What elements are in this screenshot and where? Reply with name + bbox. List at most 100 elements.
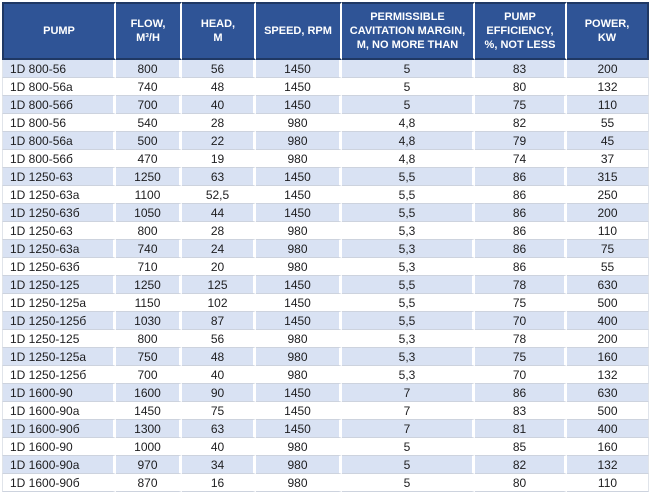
cell-efficiency: 70: [475, 312, 567, 330]
cell-flow: 800: [116, 60, 182, 78]
cell-cavitation: 5: [342, 438, 475, 456]
cell-flow: 1100: [116, 186, 182, 204]
cell-cavitation: 5,5: [342, 294, 475, 312]
cell-speed: 1450: [256, 420, 342, 438]
cell-efficiency: 86: [475, 222, 567, 240]
cell-power: 110: [567, 96, 649, 114]
cell-speed: 1450: [256, 402, 342, 420]
cell-efficiency: 75: [475, 294, 567, 312]
cell-efficiency: 74: [475, 150, 567, 168]
table-header: PUMP FLOW, M³/H HEAD, M SPEED, RPM PERMISSIB…: [2, 2, 649, 60]
cell-head: 20: [182, 258, 256, 276]
cell-head: 87: [182, 312, 256, 330]
table-row: 1D 1600-90a 1450 75 1450 7 83 500: [2, 402, 649, 420]
cell-pump: 1D 1600-90б: [2, 420, 116, 438]
cell-efficiency: 83: [475, 60, 567, 78]
cell-power: 500: [567, 402, 649, 420]
cell-head: 40: [182, 438, 256, 456]
cell-cavitation: 5,3: [342, 330, 475, 348]
cell-flow: 1250: [116, 276, 182, 294]
cell-speed: 980: [256, 114, 342, 132]
cell-flow: 1050: [116, 204, 182, 222]
table-row: 1D 1600-90 1600 90 1450 7 86 630: [2, 384, 649, 402]
cell-pump: 1D 800-56б: [2, 96, 116, 114]
cell-pump: 1D 1600-90a: [2, 402, 116, 420]
cell-power: 160: [567, 438, 649, 456]
cell-cavitation: 5: [342, 96, 475, 114]
table-row: 1D 800-56б 470 19 980 4,8 74 37: [2, 150, 649, 168]
cell-efficiency: 82: [475, 114, 567, 132]
cell-speed: 980: [256, 222, 342, 240]
cell-power: 630: [567, 384, 649, 402]
cell-power: 110: [567, 222, 649, 240]
cell-pump: 1D 1600-90a: [2, 456, 116, 474]
table-row: 1D 800-56a 740 48 1450 5 80 132: [2, 78, 649, 96]
cell-flow: 1150: [116, 294, 182, 312]
cell-cavitation: 5,3: [342, 222, 475, 240]
cell-power: 55: [567, 114, 649, 132]
cell-flow: 700: [116, 366, 182, 384]
cell-power: 400: [567, 420, 649, 438]
cell-efficiency: 80: [475, 78, 567, 96]
cell-power: 200: [567, 330, 649, 348]
cell-pump: 1D 1250-63б: [2, 204, 116, 222]
cell-head: 40: [182, 96, 256, 114]
cell-speed: 1450: [256, 78, 342, 96]
table-row: 1D 1250-125a 1150 102 1450 5,5 75 500: [2, 294, 649, 312]
cell-flow: 970: [116, 456, 182, 474]
cell-efficiency: 70: [475, 366, 567, 384]
cell-speed: 980: [256, 456, 342, 474]
table-row: 1D 1250-63 1250 63 1450 5,5 86 315: [2, 168, 649, 186]
cell-flow: 750: [116, 348, 182, 366]
cell-cavitation: 5: [342, 474, 475, 492]
cell-flow: 540: [116, 114, 182, 132]
cell-power: 132: [567, 456, 649, 474]
cell-flow: 1250: [116, 168, 182, 186]
cell-efficiency: 86: [475, 240, 567, 258]
cell-speed: 1450: [256, 186, 342, 204]
table-row: 1D 1250-63a 740 24 980 5,3 86 75: [2, 240, 649, 258]
cell-head: 52,5: [182, 186, 256, 204]
cell-flow: 1450: [116, 402, 182, 420]
cell-flow: 870: [116, 474, 182, 492]
cell-flow: 1600: [116, 384, 182, 402]
cell-pump: 1D 800-56: [2, 114, 116, 132]
cell-cavitation: 5,3: [342, 348, 475, 366]
cell-flow: 800: [116, 330, 182, 348]
cell-flow: 710: [116, 258, 182, 276]
table-row: 1D 800-56б 700 40 1450 5 75 110: [2, 96, 649, 114]
col-header-cavitation: PERMISSIBLE CAVITATION MARGIN, M, NO MOR…: [342, 2, 475, 60]
cell-power: 75: [567, 240, 649, 258]
cell-cavitation: 5,5: [342, 312, 475, 330]
cell-speed: 1450: [256, 294, 342, 312]
col-header-power: POWER, KW: [567, 2, 649, 60]
table-row: 1D 1250-63 800 28 980 5,3 86 110: [2, 222, 649, 240]
cell-speed: 980: [256, 348, 342, 366]
cell-speed: 980: [256, 150, 342, 168]
table-row: 1D 1250-125 1250 125 1450 5,5 78 630: [2, 276, 649, 294]
cell-power: 250: [567, 186, 649, 204]
cell-speed: 980: [256, 474, 342, 492]
cell-pump: 1D 1250-125б: [2, 312, 116, 330]
cell-efficiency: 82: [475, 456, 567, 474]
cell-cavitation: 5: [342, 60, 475, 78]
cell-cavitation: 7: [342, 402, 475, 420]
cell-pump: 1D 1250-125a: [2, 294, 116, 312]
cell-power: 500: [567, 294, 649, 312]
cell-head: 40: [182, 366, 256, 384]
table-row: 1D 1250-63б 1050 44 1450 5,5 86 200: [2, 204, 649, 222]
cell-pump: 1D 800-56a: [2, 132, 116, 150]
table-row: 1D 1250-63б 710 20 980 5,3 86 55: [2, 258, 649, 276]
table-row: 1D 1600-90a 970 34 980 5 82 132: [2, 456, 649, 474]
cell-pump: 1D 1250-125: [2, 276, 116, 294]
table-row: 1D 1250-125 800 56 980 5,3 78 200: [2, 330, 649, 348]
cell-efficiency: 75: [475, 348, 567, 366]
cell-cavitation: 7: [342, 420, 475, 438]
cell-head: 16: [182, 474, 256, 492]
cell-cavitation: 5,5: [342, 168, 475, 186]
cell-head: 56: [182, 330, 256, 348]
cell-pump: 1D 800-56б: [2, 150, 116, 168]
cell-pump: 1D 1250-63a: [2, 240, 116, 258]
cell-power: 45: [567, 132, 649, 150]
